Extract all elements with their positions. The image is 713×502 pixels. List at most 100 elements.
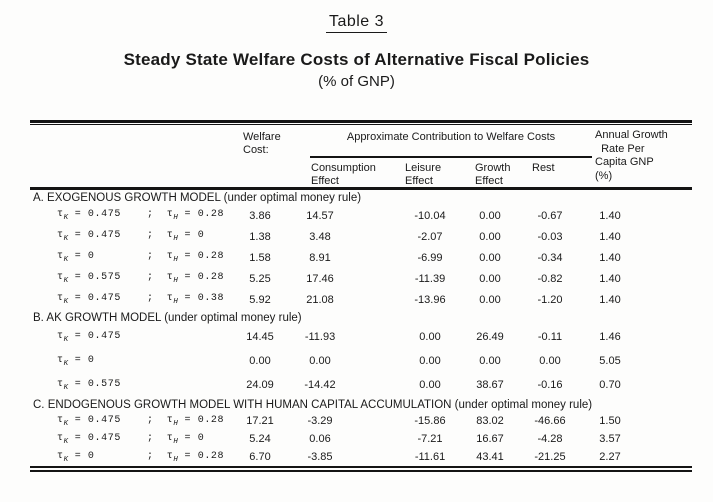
row-label-tax-rates: τK = 0.475; τH = 0.28 <box>57 414 225 428</box>
cell-welfare-cost: 5.25 <box>249 272 271 285</box>
cell-growth-effect: 83.02 <box>476 415 504 427</box>
cell-rest: -0.11 <box>537 331 563 343</box>
cell-annual-growth: 3.57 <box>599 433 621 445</box>
cell-consumption-effect: 8.91 <box>309 251 331 264</box>
cell-leisure-effect: -11.61 <box>414 451 446 463</box>
cell-growth-effect: 38.67 <box>476 379 504 391</box>
cell-annual-growth: 2.27 <box>599 451 621 463</box>
cell-welfare-cost: 5.92 <box>249 293 271 306</box>
table-row: τK = 0.475; τH = 0 1.38 3.48 -2.07 0.00 -0.03… <box>30 226 692 247</box>
table-section-a: A. EXOGENOUS GROWTH MODEL (under optimal… <box>30 192 692 310</box>
table-row: τK = 0.575 24.09 -14.42 0.00 38.67 -0.16 0.70 <box>30 373 692 397</box>
cell-annual-growth: 1.40 <box>599 293 621 306</box>
cell-growth-effect: 0.00 <box>479 293 501 306</box>
cell-growth-effect: 0.00 <box>479 272 501 285</box>
group-header-rule <box>310 156 592 158</box>
cell-annual-growth: 1.46 <box>599 331 621 343</box>
cell-annual-growth: 1.40 <box>599 251 621 264</box>
cell-growth-effect: 0.00 <box>479 209 501 222</box>
table-row: τK = 0.475; τH = 0.38 5.92 21.08 -13.96 0.00… <box>30 289 692 310</box>
cell-annual-growth: 1.40 <box>599 272 621 285</box>
cell-consumption-effect: 14.57 <box>306 209 334 222</box>
section-heading: B. AK GROWTH MODEL (under optimal money … <box>33 312 302 324</box>
row-label-tax-rates: τK = 0; τH = 0.28 <box>57 251 225 264</box>
cell-welfare-cost: 6.70 <box>249 451 271 463</box>
cell-leisure-effect: -10.04 <box>414 209 446 222</box>
cell-welfare-cost: 1.38 <box>249 230 271 243</box>
cell-consumption-effect: -14.42 <box>304 379 336 391</box>
cell-welfare-cost: 17.21 <box>246 415 274 427</box>
row-label-tax-rates: τK = 0.475 <box>57 330 121 344</box>
cell-rest: -0.03 <box>537 230 563 243</box>
cell-rest: -46.66 <box>534 415 566 427</box>
cell-rest: -1.20 <box>537 293 563 306</box>
cell-rest: -21.25 <box>534 451 566 463</box>
table-row: τK = 0.475; τH = 0.28 17.21 -3.29 -15.86 83.… <box>30 412 692 430</box>
row-label-tax-rates: τK = 0.575; τH = 0.28 <box>57 272 225 285</box>
table-row: τK = 0.475; τH = 0 5.24 0.06 -7.21 16.67 -4.2… <box>30 430 692 448</box>
cell-rest: -0.67 <box>537 209 563 222</box>
table-section-b: B. AK GROWTH MODEL (under optimal money … <box>30 312 692 397</box>
cell-annual-growth: 0.70 <box>599 379 621 391</box>
cell-rest: -4.28 <box>537 433 563 445</box>
cell-welfare-cost: 14.45 <box>246 331 274 343</box>
col-header-consumption-effect: Consumption Effect <box>311 162 376 187</box>
row-label-tax-rates: τK = 0 <box>57 354 95 368</box>
table-label: Table 3 <box>325 13 388 33</box>
cell-consumption-effect: 0.06 <box>309 433 331 445</box>
cell-leisure-effect: -15.86 <box>414 415 446 427</box>
cell-welfare-cost: 3.86 <box>249 209 271 222</box>
cell-growth-effect: 16.67 <box>476 433 504 445</box>
cell-leisure-effect: 0.00 <box>419 331 441 343</box>
cell-annual-growth: 5.05 <box>599 355 621 367</box>
cell-welfare-cost: 5.24 <box>249 433 271 445</box>
cell-growth-effect: 26.49 <box>476 331 504 343</box>
table-row: τK = 0.475; τH = 0.28 3.86 14.57 -10.04 0.00… <box>30 205 692 226</box>
welfare-costs-table: Welfare Cost: Approximate Contribution t… <box>30 120 692 472</box>
page-title: Steady State Welfare Costs of Alternativ… <box>123 50 590 69</box>
cell-rest: -0.16 <box>537 379 563 391</box>
cell-growth-effect: 0.00 <box>479 251 501 264</box>
col-group-header: Approximate Contribution to Welfare Cost… <box>346 131 556 143</box>
cell-welfare-cost: 24.09 <box>246 379 274 391</box>
col-header-rest: Rest <box>532 162 555 174</box>
cell-growth-effect: 43.41 <box>476 451 504 463</box>
row-label-tax-rates: τK = 0.575 <box>57 378 121 392</box>
col-header-annual-growth: Annual Growth Rate Per Capita GNP (%) <box>595 129 668 182</box>
table-body: A. EXOGENOUS GROWTH MODEL (under optimal… <box>30 192 692 466</box>
table-row: τK = 0; τH = 0.28 6.70 -3.85 -11.61 43.41 -21… <box>30 448 692 466</box>
section-heading: A. EXOGENOUS GROWTH MODEL (under optimal… <box>33 192 362 204</box>
cell-rest: -0.82 <box>537 272 563 285</box>
cell-rest: 0.00 <box>539 355 561 367</box>
table-bottom-rule <box>30 466 692 472</box>
cell-consumption-effect: -11.93 <box>304 331 336 343</box>
row-label-tax-rates: τK = 0; τH = 0.28 <box>57 450 225 464</box>
col-header-welfare-cost: Welfare Cost: <box>243 131 281 156</box>
cell-consumption-effect: 0.00 <box>309 355 331 367</box>
cell-welfare-cost: 1.58 <box>249 251 271 264</box>
cell-leisure-effect: 0.00 <box>419 379 441 391</box>
row-label-tax-rates: τK = 0.475; τH = 0 <box>57 230 205 243</box>
cell-rest: -0.34 <box>537 251 563 264</box>
table-header: Welfare Cost: Approximate Contribution t… <box>30 125 692 187</box>
table-row: τK = 0; τH = 0.28 1.58 8.91 -6.99 0.00 -0.34 1… <box>30 247 692 268</box>
header-bottom-rule <box>30 187 692 190</box>
row-label-tax-rates: τK = 0.475; τH = 0.28 <box>57 209 225 222</box>
page-subtitle: (% of GNP) <box>318 73 395 90</box>
cell-annual-growth: 1.40 <box>599 230 621 243</box>
cell-growth-effect: 0.00 <box>479 230 501 243</box>
table-row: τK = 0.475 14.45 -11.93 0.00 26.49 -0.11 1.46 <box>30 325 692 349</box>
row-label-tax-rates: τK = 0.475; τH = 0 <box>57 432 205 446</box>
table-top-rule <box>30 120 692 125</box>
table-label-wrap: Table 3 <box>0 13 713 33</box>
col-header-growth-effect: Growth Effect <box>475 162 511 187</box>
table-row: τK = 0.575; τH = 0.28 5.25 17.46 -11.39 0.00… <box>30 268 692 289</box>
cell-leisure-effect: -6.99 <box>417 251 443 264</box>
cell-consumption-effect: -3.29 <box>307 415 333 427</box>
col-header-leisure-effect: Leisure Effect <box>405 162 442 187</box>
table-section-c: C. ENDOGENOUS GROWTH MODEL WITH HUMAN CA… <box>30 399 692 466</box>
section-heading: C. ENDOGENOUS GROWTH MODEL WITH HUMAN CA… <box>33 399 593 411</box>
row-label-tax-rates: τK = 0.475; τH = 0.38 <box>57 293 225 306</box>
table-row: τK = 0 0.00 0.00 0.00 0.00 0.00 5.05 <box>30 349 692 373</box>
